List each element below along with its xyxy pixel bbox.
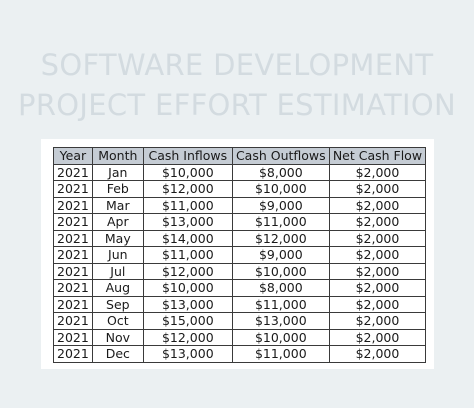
table-row: 2021 Dec $13,000 $11,000 $2,000 <box>53 345 427 363</box>
cell-cash-outflows: $12,000 <box>231 229 330 247</box>
cell-net-cash-flow: $2,000 <box>328 246 427 264</box>
cell-cash-outflows: $10,000 <box>231 262 330 280</box>
cell-year: 2021 <box>53 262 93 280</box>
table-row: 2021 Oct $15,000 $13,000 $2,000 <box>53 312 427 330</box>
table-row: 2021 Aug $10,000 $8,000 $2,000 <box>53 279 427 297</box>
cash-flow-table: Year Month Cash Inflows Cash Outflows Ne… <box>53 147 427 363</box>
cell-cash-inflows: $11,000 <box>142 246 233 264</box>
cell-cash-inflows: $15,000 <box>142 312 233 330</box>
cell-cash-outflows: $8,000 <box>231 163 330 181</box>
cell-cash-outflows: $13,000 <box>231 312 330 330</box>
header-cash-inflows: Cash Inflows <box>142 147 233 165</box>
cell-net-cash-flow: $2,000 <box>328 213 427 231</box>
cell-cash-outflows: $8,000 <box>231 279 330 297</box>
cell-cash-inflows: $10,000 <box>142 279 233 297</box>
table-row: 2021 Sep $13,000 $11,000 $2,000 <box>53 295 427 313</box>
cell-year: 2021 <box>53 312 93 330</box>
table-row: 2021 Mar $11,000 $9,000 $2,000 <box>53 196 427 214</box>
cell-net-cash-flow: $2,000 <box>328 229 427 247</box>
cell-month: Jul <box>91 262 144 280</box>
cell-cash-inflows: $13,000 <box>142 295 233 313</box>
cell-cash-outflows: $10,000 <box>231 328 330 346</box>
cell-year: 2021 <box>53 328 93 346</box>
header-month: Month <box>91 147 144 165</box>
cell-cash-outflows: $11,000 <box>231 213 330 231</box>
cell-month: Nov <box>91 328 144 346</box>
header-net-cash-flow: Net Cash Flow <box>328 147 427 165</box>
header-year: Year <box>53 147 93 165</box>
table-header-row: Year Month Cash Inflows Cash Outflows Ne… <box>53 147 427 165</box>
cell-cash-inflows: $12,000 <box>142 328 233 346</box>
cell-net-cash-flow: $2,000 <box>328 279 427 297</box>
cell-month: May <box>91 229 144 247</box>
cell-cash-outflows: $11,000 <box>231 295 330 313</box>
title-line-1: SOFTWARE DEVELOPMENT <box>40 48 434 82</box>
cell-cash-inflows: $14,000 <box>142 229 233 247</box>
cell-net-cash-flow: $2,000 <box>328 295 427 313</box>
cell-cash-inflows: $13,000 <box>142 345 233 363</box>
cell-net-cash-flow: $2,000 <box>328 163 427 181</box>
cell-net-cash-flow: $2,000 <box>328 345 427 363</box>
cell-month: Jun <box>91 246 144 264</box>
table-row: 2021 Jan $10,000 $8,000 $2,000 <box>53 163 427 181</box>
cell-year: 2021 <box>53 229 93 247</box>
cell-month: Mar <box>91 196 144 214</box>
cell-net-cash-flow: $2,000 <box>328 196 427 214</box>
cell-year: 2021 <box>53 279 93 297</box>
cell-net-cash-flow: $2,000 <box>328 262 427 280</box>
cell-net-cash-flow: $2,000 <box>328 328 427 346</box>
cell-year: 2021 <box>53 295 93 313</box>
cell-cash-inflows: $11,000 <box>142 196 233 214</box>
cell-cash-inflows: $10,000 <box>142 163 233 181</box>
cell-net-cash-flow: $2,000 <box>328 180 427 198</box>
table-row: 2021 Apr $13,000 $11,000 $2,000 <box>53 213 427 231</box>
cell-year: 2021 <box>53 180 93 198</box>
cell-month: Oct <box>91 312 144 330</box>
cell-month: Aug <box>91 279 144 297</box>
table-row: 2021 Jun $11,000 $9,000 $2,000 <box>53 246 427 264</box>
cell-year: 2021 <box>53 345 93 363</box>
table-row: 2021 May $14,000 $12,000 $2,000 <box>53 229 427 247</box>
header-cash-outflows: Cash Outflows <box>231 147 330 165</box>
cell-cash-inflows: $12,000 <box>142 180 233 198</box>
table-row: 2021 Jul $12,000 $10,000 $2,000 <box>53 262 427 280</box>
table-row: 2021 Nov $12,000 $10,000 $2,000 <box>53 328 427 346</box>
cell-net-cash-flow: $2,000 <box>328 312 427 330</box>
cell-month: Apr <box>91 213 144 231</box>
cell-cash-outflows: $11,000 <box>231 345 330 363</box>
cell-year: 2021 <box>53 213 93 231</box>
cell-cash-outflows: $9,000 <box>231 246 330 264</box>
cell-month: Feb <box>91 180 144 198</box>
cell-year: 2021 <box>53 163 93 181</box>
cell-cash-outflows: $10,000 <box>231 180 330 198</box>
cell-cash-outflows: $9,000 <box>231 196 330 214</box>
cell-cash-inflows: $13,000 <box>142 213 233 231</box>
cell-year: 2021 <box>53 246 93 264</box>
cell-month: Dec <box>91 345 144 363</box>
cell-cash-inflows: $12,000 <box>142 262 233 280</box>
title-line-2: PROJECT EFFORT ESTIMATION <box>18 88 456 122</box>
cell-month: Sep <box>91 295 144 313</box>
cell-month: Jan <box>91 163 144 181</box>
table-row: 2021 Feb $12,000 $10,000 $2,000 <box>53 180 427 198</box>
cell-year: 2021 <box>53 196 93 214</box>
